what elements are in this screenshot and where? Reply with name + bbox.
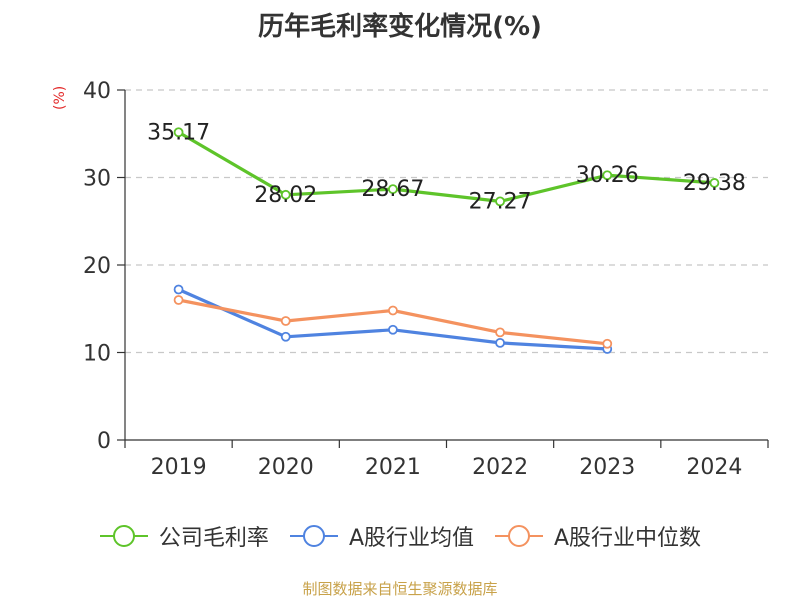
data-point [280,189,291,200]
source-note: 制图数据来自恒生聚源数据库 [302,580,498,598]
data-point [173,284,184,295]
data-point [602,338,613,349]
series-line-1 [177,288,608,351]
data-point [280,331,291,342]
data-point [388,305,398,316]
x-tick-label: 2024 [686,455,742,480]
axis-layer: 0 10 20 30 40 2019 2020 2021 2022 2023 2024 [83,79,769,480]
legend-swatch [495,525,543,547]
legend-item: A股行业均值 [289,520,474,552]
legend-item: 公司毛利率 [99,520,269,552]
data-point [495,337,505,348]
x-tick-label: 2022 [472,455,528,480]
series-line-0 [177,130,715,203]
data-point [388,184,398,195]
data-point [280,316,291,326]
y-tick-label: 20 [83,254,111,279]
data-label-layer: 35.17 28.02 28.67 27.27 30.26 29.38 [147,120,746,214]
y-tick-label: 30 [83,167,111,192]
chart-title: 历年毛利率变化情况(%) [258,12,542,42]
data-point [709,178,720,188]
data-label: 28.02 [254,183,317,208]
legend-swatch [289,525,338,547]
x-tick-label: 2020 [258,455,314,480]
data-label: 29.38 [683,171,746,196]
legend-swatch-marker [508,525,530,547]
y-tick-label: 40 [83,79,111,104]
data-point [388,324,398,335]
legend: 公司毛利率 A股行业均值 A股行业中位数 [0,520,800,552]
data-point [173,295,184,305]
data-point [495,196,505,207]
data-label: 35.17 [147,120,210,145]
legend-swatch [99,525,148,547]
data-point [602,170,613,181]
data-label: 30.26 [576,163,639,188]
data-point [173,127,184,138]
x-tick-label: 2023 [579,455,635,480]
legend-label: A股行业均值 [348,526,474,551]
y-tick-label: 0 [97,429,111,454]
series-layer [173,127,720,354]
x-tick-label: 2019 [151,455,207,480]
y-tick-label: 10 [83,342,111,367]
legend-item: A股行业中位数 [494,520,701,552]
data-point [495,327,505,338]
data-label: 27.27 [469,189,532,214]
legend-swatch-marker [112,525,135,547]
legend-label: 公司毛利率 [158,526,269,551]
grid-layer [125,89,768,354]
x-tick-label: 2021 [365,455,421,480]
legend-label: A股行业中位数 [554,526,702,551]
data-label: 28.67 [361,177,424,202]
legend-swatch-marker [302,525,325,547]
